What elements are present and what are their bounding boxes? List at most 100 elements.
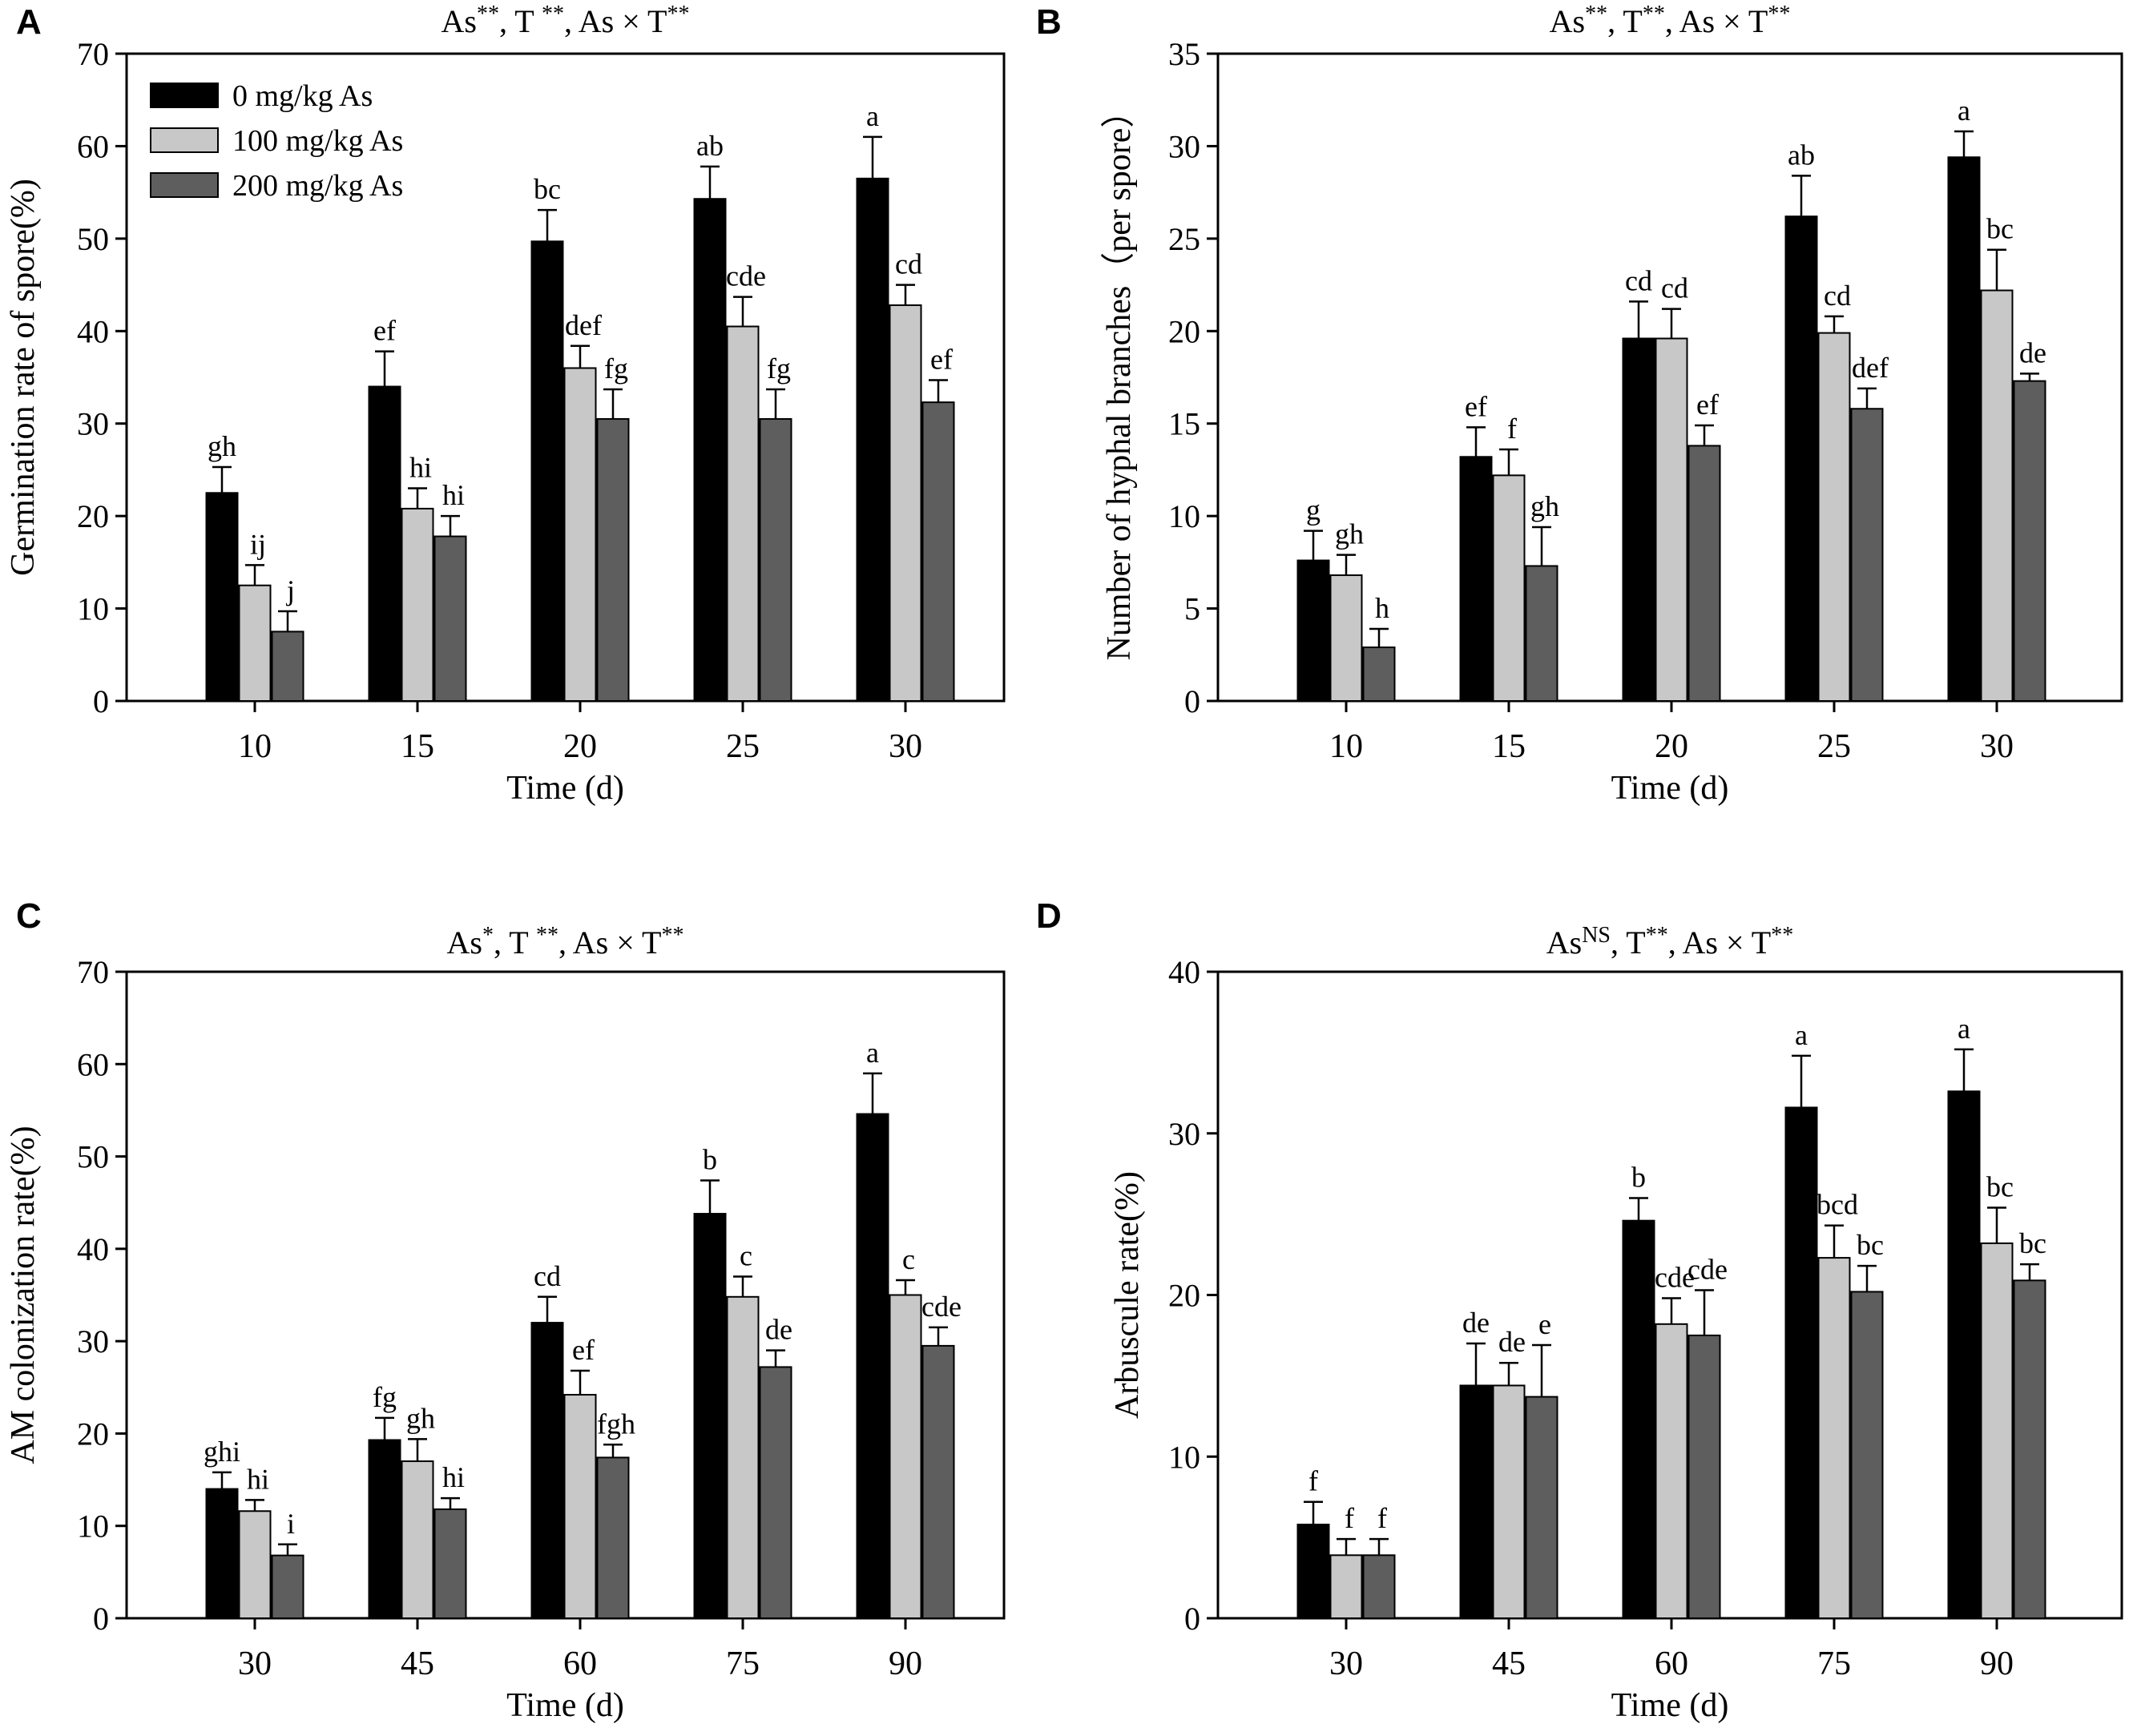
x-axis-label: Time (d) (1611, 1687, 1729, 1724)
bar (401, 507, 434, 702)
bar (2013, 1279, 2046, 1620)
significance-label: cd (1824, 280, 1851, 312)
legend-swatch (150, 127, 219, 153)
y-tick-label: 20 (77, 498, 109, 534)
title-significance: ** (536, 923, 558, 948)
bar (401, 1460, 434, 1619)
y-tick-label: 5 (1184, 591, 1200, 627)
bar (889, 304, 922, 702)
significance-label: ab (1788, 139, 1815, 171)
legend-label: 100 mg/kg As (232, 124, 403, 158)
y-tick-label: 25 (1168, 221, 1200, 257)
y-tick-label: 20 (77, 1416, 109, 1452)
significance-label: e (1538, 1308, 1551, 1340)
x-tick-label: 30 (889, 728, 922, 765)
bar (1296, 559, 1330, 703)
bar (596, 417, 630, 702)
bar (433, 1508, 467, 1620)
bar (530, 240, 564, 702)
x-tick-label: 90 (1980, 1645, 2014, 1682)
title-significance: ** (1771, 923, 1793, 948)
bar (693, 1213, 727, 1619)
significance-label: a (1795, 1019, 1808, 1051)
bar (1947, 1090, 1981, 1620)
bar (271, 630, 304, 703)
significance-label: gh (1530, 490, 1559, 522)
title-factor: , As × T (1668, 924, 1772, 961)
significance-label: j (285, 574, 295, 606)
bar (1362, 646, 1396, 703)
bar (1817, 1257, 1851, 1620)
significance-label: g (1306, 494, 1321, 526)
x-tick-label: 10 (238, 728, 272, 765)
x-tick-label: 75 (1817, 1645, 1851, 1682)
bar (1525, 565, 1558, 703)
bar (1850, 1291, 1884, 1619)
bar (1492, 1384, 1526, 1619)
y-tick-label: 40 (77, 1231, 109, 1267)
y-tick-label: 35 (1168, 36, 1200, 72)
bar (563, 1394, 597, 1619)
title-factor: As (1546, 924, 1582, 961)
bar (1622, 337, 1655, 702)
y-tick-label: 50 (77, 221, 109, 257)
bar (1329, 1554, 1363, 1620)
title-factor: , T (1607, 3, 1643, 39)
title-significance: ** (661, 923, 683, 948)
bar (1655, 1323, 1688, 1619)
y-axis-label: AM colonization rate(%) (5, 1126, 42, 1464)
chart-title: AsNS, T**, As × T** (1546, 923, 1793, 961)
y-tick-label: 0 (93, 1601, 109, 1637)
chart-panel-b: B As**, T**, As × T**05101520253035Number… (1036, 2, 2123, 807)
significance-label: de (1498, 1326, 1526, 1358)
title-factor: , T (1611, 924, 1646, 961)
x-axis-label: Time (d) (1611, 770, 1729, 807)
y-tick-label: 10 (1168, 1439, 1200, 1475)
legend: 0 mg/kg As 100 mg/kg As 200 mg/kg As (150, 79, 403, 203)
y-tick-label: 20 (1168, 313, 1200, 349)
significance-label: ef (572, 1334, 595, 1366)
bar (238, 1510, 272, 1619)
bar (205, 492, 239, 702)
y-tick-label: 30 (1168, 128, 1200, 164)
significance-label: f (1308, 1465, 1318, 1497)
x-axis-label: Time (d) (506, 1687, 624, 1724)
title-significance: ** (477, 2, 499, 26)
bar (1459, 1384, 1493, 1619)
significance-label: ef (373, 315, 396, 347)
title-significance: ** (667, 2, 689, 26)
x-tick-label: 45 (1492, 1645, 1526, 1682)
significance-label: ef (1696, 389, 1719, 421)
significance-label: ef (930, 343, 953, 375)
bar (2013, 380, 2046, 702)
bar (1362, 1554, 1396, 1620)
bar (1459, 456, 1493, 702)
x-tick-label: 20 (563, 728, 597, 765)
y-tick-label: 30 (77, 406, 109, 442)
legend-label: 0 mg/kg As (232, 79, 373, 113)
significance-label: f (1507, 413, 1517, 445)
bar (1980, 1242, 2014, 1619)
x-axis-label: Time (d) (506, 770, 624, 807)
bar (1784, 215, 1818, 702)
significance-label: bc (534, 173, 561, 205)
bar (726, 1295, 760, 1619)
y-tick-label: 0 (1184, 1601, 1200, 1637)
significance-label: hi (247, 1463, 269, 1495)
significance-label: cd (534, 1260, 561, 1292)
y-tick-label: 10 (77, 591, 109, 627)
chart-title: As**, T**, As × T** (1550, 2, 1791, 39)
significance-label: ij (250, 528, 266, 560)
y-axis-label: Arbuscule rate(%) (1109, 1171, 1146, 1419)
y-tick-label: 40 (77, 313, 109, 349)
bar (1850, 408, 1884, 702)
chart-panel-a: A As**, T **, As × T**010203040506070Germ… (5, 2, 1006, 807)
bar (856, 1113, 889, 1620)
y-tick-label: 0 (1184, 683, 1200, 719)
panel-letter: C (16, 896, 42, 936)
chart-title: As*, T **, As × T** (447, 923, 684, 961)
bar (238, 584, 272, 703)
significance-label: bc (2019, 1227, 2046, 1259)
